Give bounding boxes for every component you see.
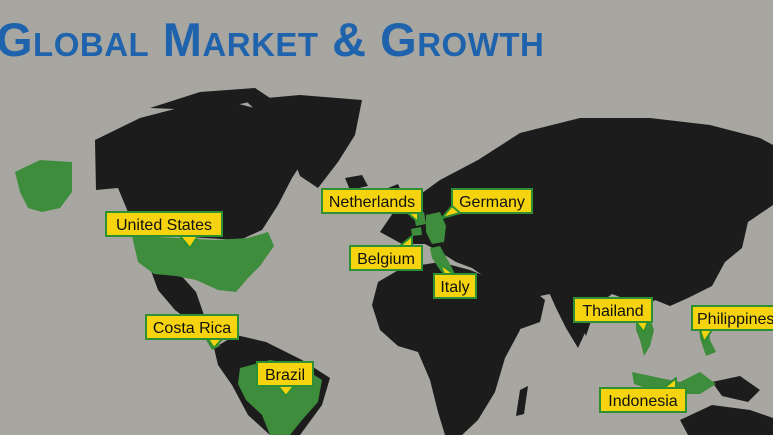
land-arctic-islands <box>150 88 270 110</box>
label-philippines: Philippines <box>691 305 773 343</box>
label-brazil: Brazil <box>256 361 314 397</box>
label-costa-rica-text: Costa Rica <box>153 320 231 337</box>
label-indonesia-text: Indonesia <box>608 393 677 410</box>
label-netherlands: Netherlands <box>321 188 423 223</box>
land-japan <box>714 208 738 262</box>
label-philippines-text: Philippines <box>697 311 773 328</box>
land-africa <box>372 262 520 435</box>
country-belgium <box>411 227 422 236</box>
land-arabia <box>488 278 545 332</box>
country-germany <box>426 212 446 244</box>
label-united-states-text: United States <box>116 217 212 234</box>
land-iceland <box>345 175 368 190</box>
land-australia <box>680 405 773 435</box>
label-germany-text: Germany <box>459 194 525 211</box>
land-new-guinea <box>712 376 760 402</box>
country-united-states <box>132 232 274 292</box>
label-belgium-text: Belgium <box>357 251 415 268</box>
land-masses <box>95 88 773 435</box>
label-thailand: Thailand <box>573 297 653 333</box>
label-italy: Italy <box>433 263 477 299</box>
label-netherlands-text: Netherlands <box>329 194 415 211</box>
page-title: Global Market & Growth <box>0 13 545 66</box>
label-belgium: Belgium <box>349 235 423 271</box>
land-eurasia <box>380 118 773 336</box>
land-madagascar <box>516 386 528 416</box>
label-thailand-text: Thailand <box>582 303 643 320</box>
label-brazil-text: Brazil <box>265 367 305 384</box>
land-canada <box>95 103 310 240</box>
label-germany: Germany <box>441 188 533 219</box>
label-united-states: United States <box>105 211 223 249</box>
label-italy-text: Italy <box>440 279 469 296</box>
land-greenland <box>245 95 362 188</box>
label-indonesia: Indonesia <box>599 377 687 413</box>
country-alaska <box>15 160 72 212</box>
label-costa-rica: Costa Rica <box>145 314 239 349</box>
